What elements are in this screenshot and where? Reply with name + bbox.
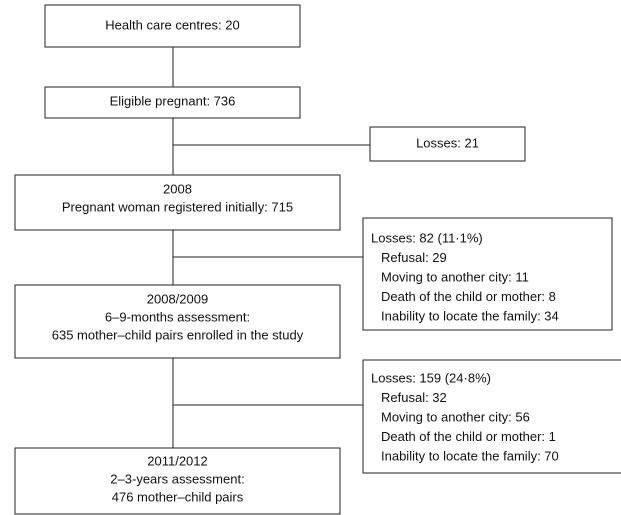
- losses-total: Losses: 159 (24·8%): [371, 370, 491, 385]
- losses-box: [369, 126, 526, 162]
- node-text: Health care centres: 20: [105, 17, 239, 32]
- losses-detail: Moving to another city: 56: [381, 409, 530, 424]
- losses-detail: Death of the child or mother: 8: [381, 289, 556, 304]
- node-text: 476 mother–child pairs: [112, 489, 244, 504]
- node-text: 6–9-months assessment:: [105, 309, 250, 324]
- losses-detail: Moving to another city: 11: [381, 269, 529, 284]
- node-text: Pregnant woman registered initially: 715: [62, 199, 293, 214]
- node-box: [14, 174, 341, 231]
- node-box: [14, 284, 341, 359]
- losses-detail: Death of the child or mother: 1: [381, 429, 556, 444]
- node-text: 2–3-years assessment:: [110, 471, 244, 486]
- node-text: Eligible pregnant: 736: [110, 93, 236, 108]
- losses-detail: Refusal: 32: [381, 390, 447, 405]
- losses-box: [362, 359, 621, 474]
- node-box: [44, 86, 301, 119]
- node-box: [14, 447, 341, 515]
- node-text: 635 mother–child pairs enrolled in the s…: [52, 327, 304, 342]
- losses-detail: Inability to locate the family: 34: [381, 308, 559, 323]
- node-text: 2011/2012: [147, 453, 208, 468]
- losses-detail: Refusal: 29: [381, 250, 447, 265]
- node-text: 2008: [163, 181, 192, 196]
- losses-total: Losses: 82 (11·1%): [371, 230, 483, 245]
- losses-box: [362, 217, 613, 331]
- node-box: [44, 4, 301, 48]
- losses-detail: Inability to locate the family: 70: [381, 448, 559, 463]
- losses-text: Losses: 21: [416, 135, 479, 150]
- node-text: 2008/2009: [147, 291, 208, 306]
